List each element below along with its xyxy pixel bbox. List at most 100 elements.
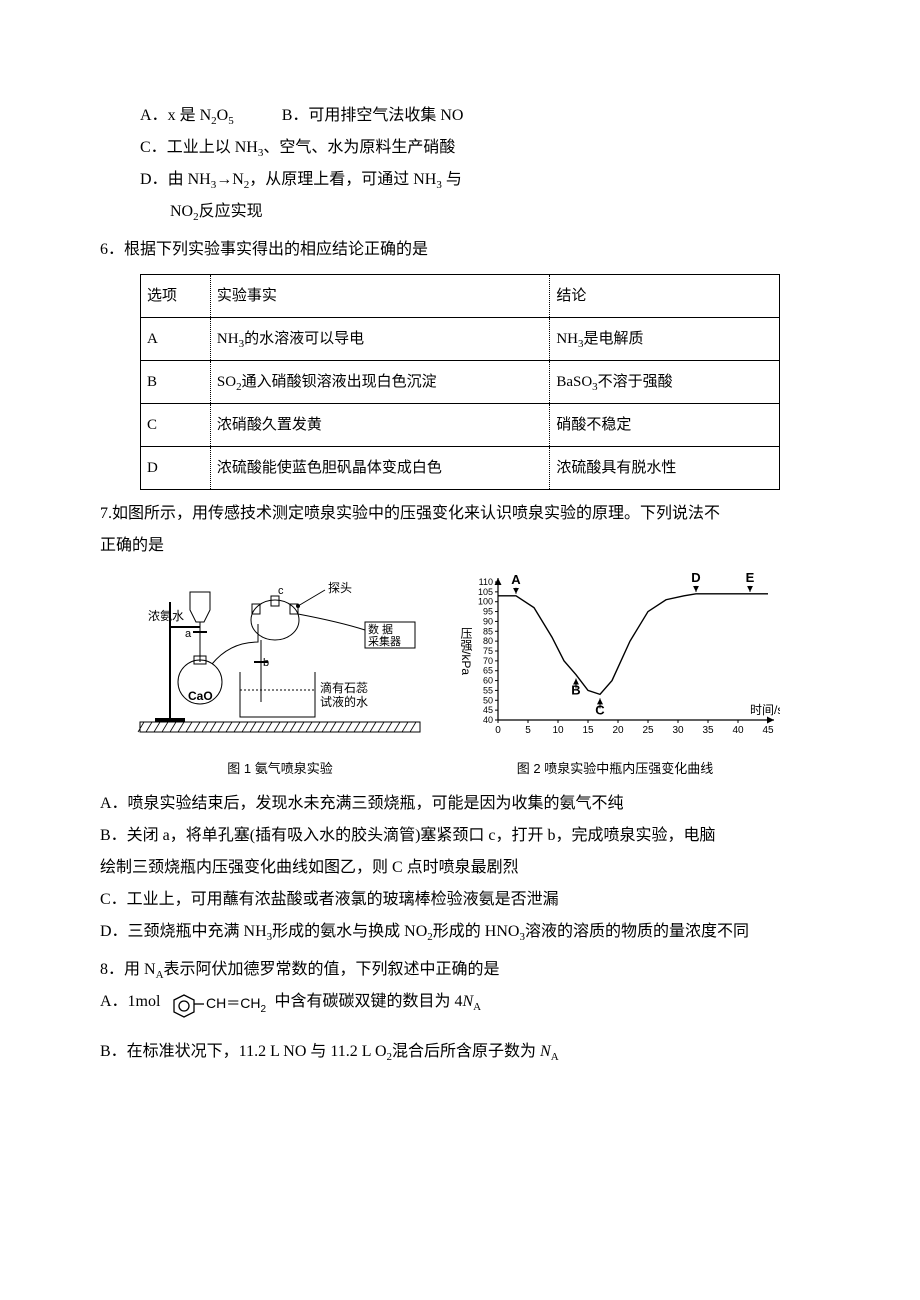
text: 工业上以 NH	[167, 139, 258, 156]
prev-answer-a: A．x 是 N2O5 B．可用排空气法收集 NO	[100, 100, 820, 132]
svg-text:10: 10	[552, 725, 564, 736]
sub: 5	[228, 115, 234, 127]
svg-text:20: 20	[612, 725, 624, 736]
q7-stem-l2: 正确的是	[100, 530, 820, 562]
table-row: 选项 实验事实 结论	[141, 275, 780, 318]
svg-text:数 据: 数 据	[368, 622, 393, 636]
q8-option-b: B．在标准状况下，11.2 L NO 与 11.2 L O2混合后所含原子数为 …	[100, 1036, 820, 1068]
text: x 是 N	[168, 107, 212, 124]
svg-text:95: 95	[483, 607, 493, 617]
svg-text:100: 100	[478, 597, 493, 607]
svg-text:60: 60	[483, 676, 493, 686]
svg-text:D: D	[691, 572, 700, 585]
text: NO	[170, 203, 193, 220]
text: 由 NH	[168, 171, 211, 188]
table-row: B SO2通入硝酸钡溶液出现白色沉淀 BaSO3不溶于强酸	[141, 361, 780, 404]
table-row: D 浓硫酸能使蓝色胆矾晶体变成白色 浓硫酸具有脱水性	[141, 447, 780, 490]
svg-text:25: 25	[642, 725, 654, 736]
q7-option-d: D．三颈烧瓶中充满 NH3形成的氨水与换成 NO2形成的 HNO3溶液的溶质的物…	[100, 916, 820, 948]
prev-answer-d-l1: D．由 NH3→N2，从原理上看，可通过 NH3 与	[100, 164, 820, 196]
text: →N	[216, 171, 244, 188]
label-a: A．	[140, 107, 168, 124]
svg-text:0: 0	[495, 725, 501, 736]
figure-2-chart: 4045505560657075808590951001051100510152…	[450, 572, 780, 782]
cell-opt: A	[141, 318, 211, 361]
th-option: 选项	[141, 275, 211, 318]
svg-text:70: 70	[483, 656, 493, 666]
text: ，从原理上看，可通过 NH	[249, 171, 436, 188]
cell-con: 硝酸不稳定	[550, 404, 780, 447]
cell-con: 浓硫酸具有脱水性	[550, 447, 780, 490]
cell-fact: SO2通入硝酸钡溶液出现白色沉淀	[210, 361, 549, 404]
prev-answer-c: C．工业上以 NH3、空气、水为原料生产硝酸	[100, 132, 820, 164]
svg-text:5: 5	[525, 725, 531, 736]
svg-text:A: A	[511, 572, 521, 587]
text: 反应实现	[199, 203, 263, 220]
cell-con: BaSO3不溶于强酸	[550, 361, 780, 404]
cell-opt: B	[141, 361, 211, 404]
cell-con: NH3是电解质	[550, 318, 780, 361]
cell-opt: C	[141, 404, 211, 447]
svg-text:CaO: CaO	[188, 689, 213, 703]
svg-text:45: 45	[762, 725, 774, 736]
svg-text:30: 30	[672, 725, 684, 736]
cell-fact: 浓硝酸久置发黄	[210, 404, 549, 447]
svg-text:滴有石蕊: 滴有石蕊	[320, 680, 368, 695]
svg-text:40: 40	[483, 715, 493, 725]
text: 可用排空气法收集 NO	[308, 107, 463, 124]
svg-text:80: 80	[483, 636, 493, 646]
q8-stem: 8．用 NA表示阿伏加德罗常数的值，下列叙述中正确的是	[100, 954, 820, 986]
apparatus-icon: a浓氨水CaObc滴有石蕊试液的水探头数 据采集器	[130, 572, 430, 742]
svg-text:试液的水: 试液的水	[320, 694, 368, 709]
fig1-caption: 图 1 氨气喷泉实验	[130, 756, 430, 782]
label-c: C．	[140, 139, 167, 156]
label-d: D．	[140, 171, 168, 188]
svg-text:55: 55	[483, 685, 493, 695]
fig2-caption: 图 2 喷泉实验中瓶内压强变化曲线	[450, 756, 780, 782]
table-row: A NH3的水溶液可以导电 NH3是电解质	[141, 318, 780, 361]
label-b: B．	[282, 107, 309, 124]
svg-text:CH＝CH2: CH＝CH2	[206, 995, 266, 1015]
q7-option-c: C．工业上，可用蘸有浓盐酸或者液氯的玻璃棒检验液氨是否泄漏	[100, 884, 820, 916]
figure-1-apparatus: a浓氨水CaObc滴有石蕊试液的水探头数 据采集器 图 1 氨气喷泉实验	[130, 572, 430, 782]
q8-option-a: A．1mol CH＝CH2 中含有碳碳双键的数目为 4NA	[100, 986, 820, 1036]
q7-option-b-l2: 绘制三颈烧瓶内压强变化曲线如图乙，则 C 点时喷泉最剧烈	[100, 852, 820, 884]
svg-text:压强/kPa: 压强/kPa	[459, 627, 473, 675]
q7-figures-row: a浓氨水CaObc滴有石蕊试液的水探头数 据采集器 图 1 氨气喷泉实验 404…	[130, 572, 820, 782]
cell-opt: D	[141, 447, 211, 490]
q6-table: 选项 实验事实 结论 A NH3的水溶液可以导电 NH3是电解质 B SO2通入…	[140, 274, 780, 490]
text: 与	[442, 171, 462, 188]
benzene-vinyl-icon: CH＝CH2	[162, 990, 272, 1036]
svg-text:E: E	[746, 572, 755, 585]
cell-fact: 浓硫酸能使蓝色胆矾晶体变成白色	[210, 447, 549, 490]
svg-text:75: 75	[483, 646, 493, 656]
prev-answer-d-l2: NO2反应实现	[100, 196, 820, 228]
svg-text:时间/s: 时间/s	[750, 703, 780, 717]
cell-fact: NH3的水溶液可以导电	[210, 318, 549, 361]
svg-text:浓氨水: 浓氨水	[148, 609, 184, 623]
svg-text:105: 105	[478, 587, 493, 597]
svg-text:c: c	[278, 585, 284, 597]
q7-option-b-l1: B．关闭 a，将单孔塞(插有吸入水的胶头滴管)塞紧颈口 c，打开 b，完成喷泉实…	[100, 820, 820, 852]
svg-text:40: 40	[732, 725, 744, 736]
svg-text:50: 50	[483, 695, 493, 705]
q7-option-a: A．喷泉实验结束后，发现水未充满三颈烧瓶，可能是因为收集的氨气不纯	[100, 788, 820, 820]
svg-text:采集器: 采集器	[368, 634, 401, 648]
table-row: C 浓硝酸久置发黄 硝酸不稳定	[141, 404, 780, 447]
svg-text:90: 90	[483, 616, 493, 626]
text: O	[217, 107, 229, 124]
pressure-chart: 4045505560657075808590951001051100510152…	[450, 572, 780, 742]
svg-text:15: 15	[582, 725, 594, 736]
svg-text:探头: 探头	[328, 581, 352, 595]
svg-text:a: a	[185, 628, 192, 640]
svg-text:45: 45	[483, 705, 493, 715]
th-conclusion: 结论	[550, 275, 780, 318]
th-fact: 实验事实	[210, 275, 549, 318]
q6-stem: 6．根据下列实验事实得出的相应结论正确的是	[100, 234, 820, 266]
svg-text:35: 35	[702, 725, 714, 736]
svg-text:65: 65	[483, 666, 493, 676]
text: 、空气、水为原料生产硝酸	[263, 139, 455, 156]
svg-text:110: 110	[479, 577, 493, 587]
q7-stem-l1: 7.如图所示，用传感技术测定喷泉实验中的压强变化来认识喷泉实验的原理。下列说法不	[100, 498, 820, 530]
svg-text:85: 85	[483, 626, 493, 636]
